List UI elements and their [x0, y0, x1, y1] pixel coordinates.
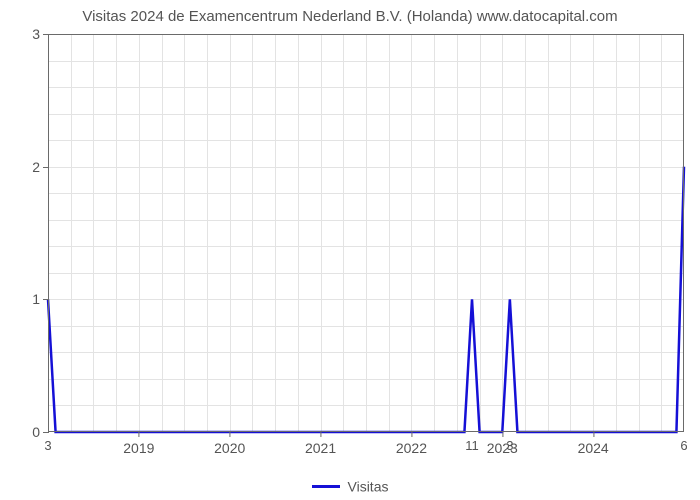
- series-line: [48, 34, 684, 432]
- value-label: 3: [44, 432, 51, 453]
- y-tick: 3: [32, 26, 48, 42]
- x-tick: 2021: [305, 432, 336, 456]
- y-tick: 1: [32, 291, 48, 307]
- plot-area: 012320192020202120222023202431136: [48, 34, 684, 432]
- legend-swatch: [312, 485, 340, 488]
- value-label: 6: [680, 432, 687, 453]
- value-label: 3: [506, 432, 513, 453]
- y-tick: 2: [32, 159, 48, 175]
- x-tick: 2024: [578, 432, 609, 456]
- legend-label: Visitas: [348, 478, 389, 494]
- x-tick: 2022: [396, 432, 427, 456]
- value-label: 11: [465, 432, 479, 453]
- x-tick: 2020: [214, 432, 245, 456]
- chart-container: Visitas 2024 de Examencentrum Nederland …: [0, 0, 700, 500]
- x-tick: 2019: [123, 432, 154, 456]
- legend: Visitas: [0, 477, 700, 494]
- chart-title: Visitas 2024 de Examencentrum Nederland …: [0, 8, 700, 25]
